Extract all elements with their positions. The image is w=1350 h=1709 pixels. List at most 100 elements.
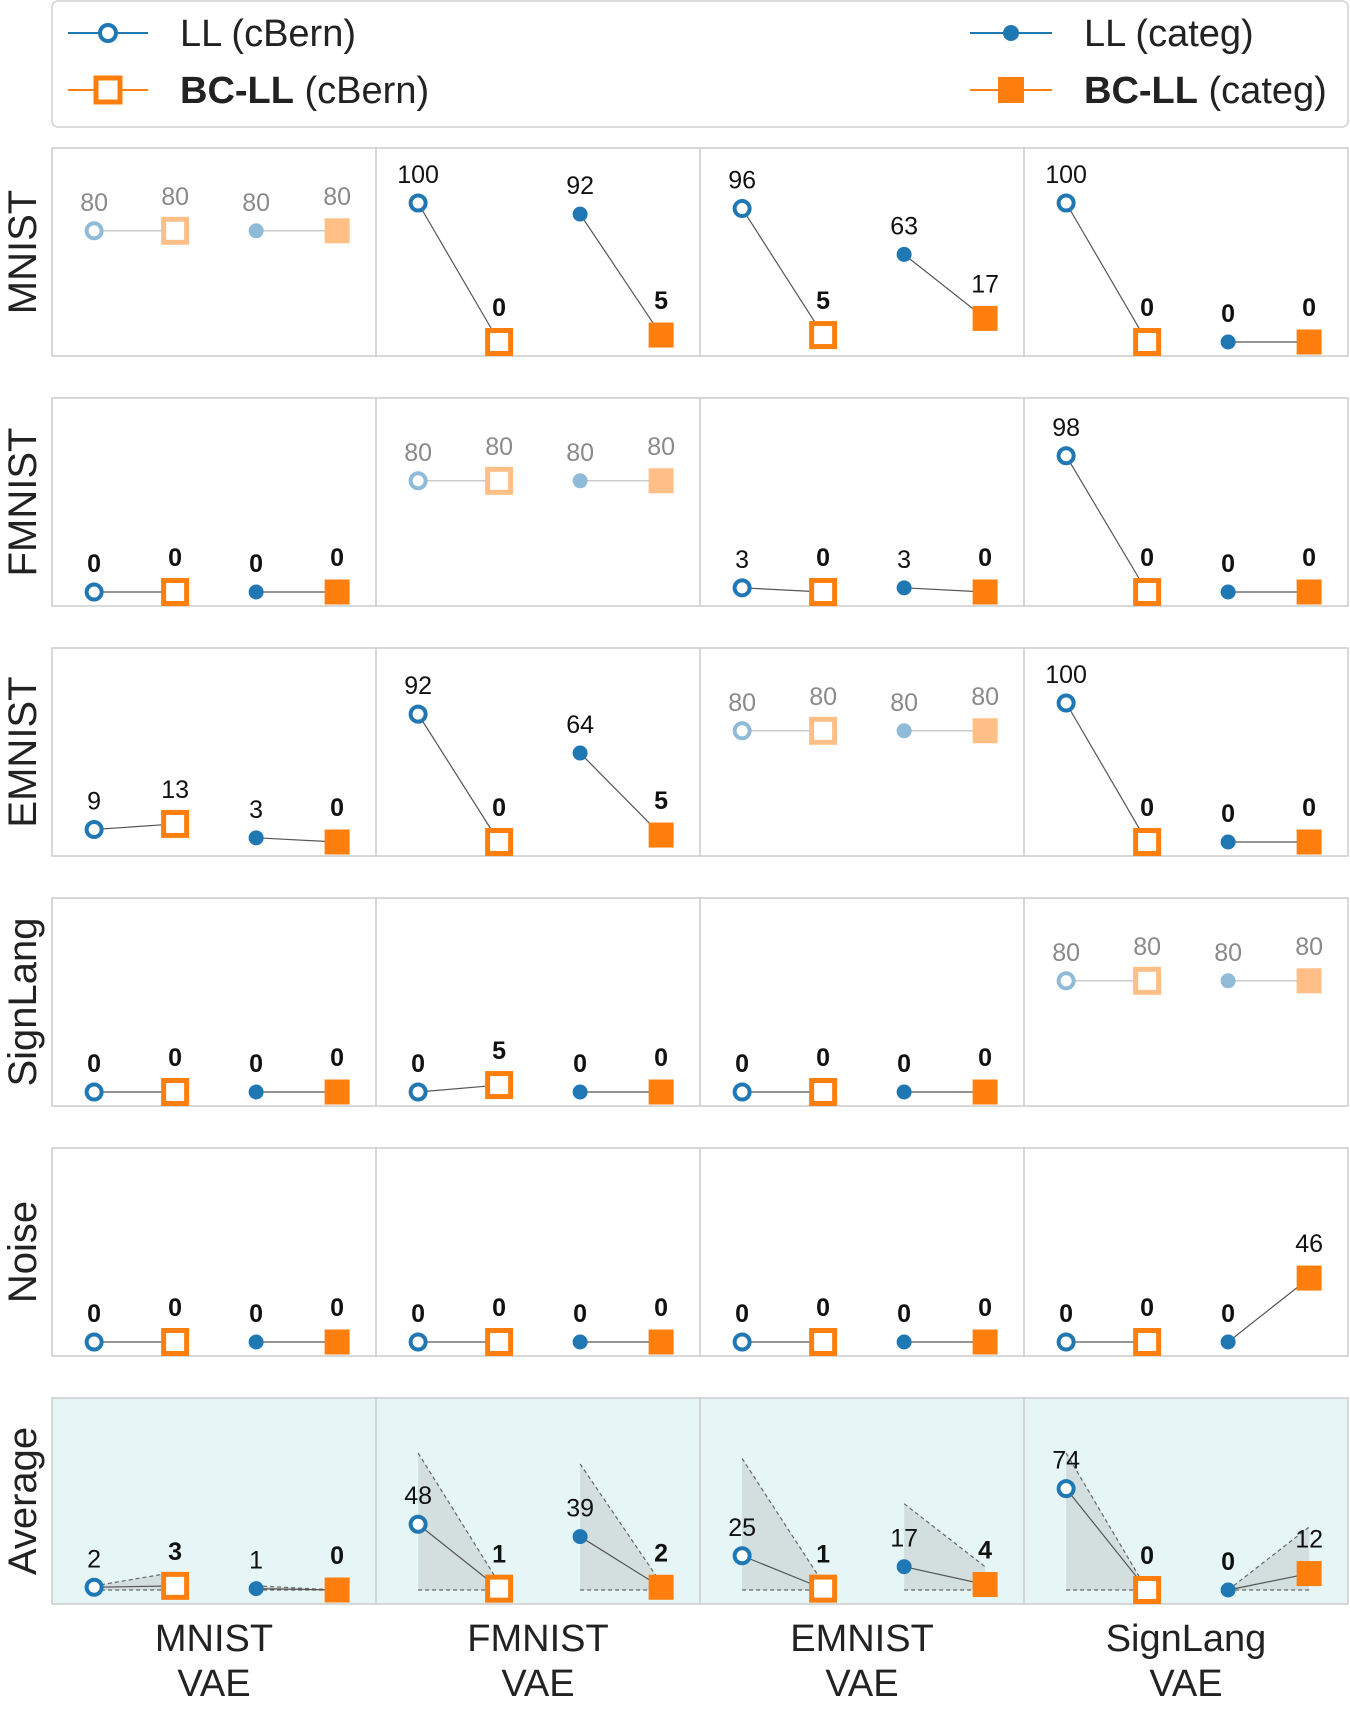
marker-bcll-cbern [1133,966,1162,995]
column-label-line1: EMNIST [790,1618,934,1660]
panel-noise-emnist: 0 0 0 0 [732,1294,998,1356]
marker-ll-categ [572,1334,588,1350]
panel-emnist-mnist: 9 13 3 0 [84,776,350,855]
column-label-line2: VAE [501,1663,574,1705]
marker-ll-cbern [732,578,752,598]
panel-signlang-fmnist: 0 5 0 0 [408,1037,674,1105]
marker-bcll-cbern [485,328,514,356]
marker-bcll-cbern [485,1328,514,1356]
data-label: 17 [890,1525,918,1553]
data-label: 80 [161,183,189,211]
marker-bcll-categ [324,829,350,855]
data-label: 63 [890,212,918,240]
data-label: 0 [897,1300,911,1328]
marker-ll-categ [896,723,912,739]
marker-bcll-categ [1296,1265,1322,1291]
data-label: 92 [566,172,594,200]
marker-ll-cbern [408,1514,428,1534]
panel-mnist-signlang: 100 0 0 0 [1045,161,1322,356]
data-label: 0 [249,550,263,578]
connector-categ [1228,1572,1310,1591]
data-label: 0 [1302,794,1316,822]
panel-noise-fmnist: 0 0 0 0 [408,1294,674,1356]
data-label: 80 [1133,933,1161,961]
legend-marker-open-circle [98,23,118,43]
marker-ll-cbern [84,1577,104,1597]
data-label: 0 [654,1294,668,1322]
data-label: 0 [1221,550,1235,578]
data-label: 13 [161,776,189,804]
marker-ll-cbern [84,582,104,602]
marker-ll-categ [248,1334,264,1350]
data-label: 0 [492,294,506,322]
data-label: 0 [1140,794,1154,822]
connector-cbern [1065,202,1148,343]
data-label: 80 [971,683,999,711]
legend-label-text: LL (cBern) [180,13,356,55]
marker-ll-categ [572,206,588,222]
marker-bcll-categ [972,718,998,744]
marker-ll-cbern [1056,446,1076,466]
range-max-line [579,1463,662,1584]
data-label: 2 [654,1539,668,1567]
data-label: 64 [566,711,594,739]
marker-bcll-categ [324,1577,350,1603]
data-label: 0 [411,1300,425,1328]
data-label: 0 [1221,1548,1235,1576]
data-label: 0 [1302,294,1316,322]
column-label-line1: SignLang [1106,1618,1267,1660]
legend-label: LL (cBern) [180,13,356,55]
data-label: 80 [242,189,270,217]
data-label: 0 [1221,800,1235,828]
marker-ll-cbern [84,819,104,839]
marker-ll-cbern [84,1332,104,1352]
data-label: 0 [168,1294,182,1322]
marker-ll-categ [1220,584,1236,600]
marker-bcll-cbern [485,1071,514,1100]
legend: LL (cBern) BC-LL (cBern) LL (categ) BC-LL (… [51,0,1349,128]
data-label: 0 [816,1044,830,1072]
data-label: 100 [1045,661,1087,689]
row-fmnist: FMNIST 0 0 0 0 80 80 80 80 3 0 3 0 98 0 0 0 [1,397,1349,607]
connector-categ [579,213,662,336]
marker-bcll-categ [972,305,998,331]
data-label: 0 [816,544,830,572]
panel-emnist-fmnist: 92 0 64 5 [404,672,674,856]
data-label: 0 [978,544,992,572]
panel-fmnist-mnist: 0 0 0 0 [84,544,350,606]
marker-ll-cbern [732,721,752,741]
marker-ll-categ [572,745,588,761]
marker-ll-cbern [408,471,428,491]
marker-ll-categ [1220,834,1236,850]
marker-ll-cbern [1056,1479,1076,1499]
marker-ll-categ [896,246,912,262]
marker-ll-cbern [732,1332,752,1352]
data-label: 96 [728,167,756,195]
marker-bcll-cbern [161,216,190,245]
data-label: 1 [816,1541,830,1569]
marker-bcll-cbern [1133,578,1162,606]
row-label: FMNIST [1,428,45,577]
data-label: 0 [1059,1300,1073,1328]
data-label: 0 [168,1044,182,1072]
marker-bcll-cbern [161,1328,190,1356]
marker-ll-cbern [1056,971,1076,991]
legend-entry-ll-categ: LL (categ) [970,13,1254,55]
data-label: 80 [566,439,594,467]
connector-cbern [1065,1488,1148,1591]
column-label-line2: VAE [1149,1663,1222,1705]
marker-bcll-categ [972,1079,998,1105]
data-label: 12 [1295,1526,1323,1554]
data-label: 3 [168,1538,182,1566]
panel-mnist-emnist: 96 5 63 17 [728,167,999,350]
panel-fmnist-signlang: 98 0 0 0 [1052,414,1322,606]
data-label: 5 [816,287,830,315]
marker-ll-categ [248,223,264,239]
data-label: 0 [330,1294,344,1322]
marker-bcll-cbern [809,1574,838,1603]
legend-label: BC-LL (cBern) [180,70,429,112]
panel-mnist-fmnist: 100 0 92 5 [397,161,674,356]
marker-ll-cbern [84,1082,104,1102]
